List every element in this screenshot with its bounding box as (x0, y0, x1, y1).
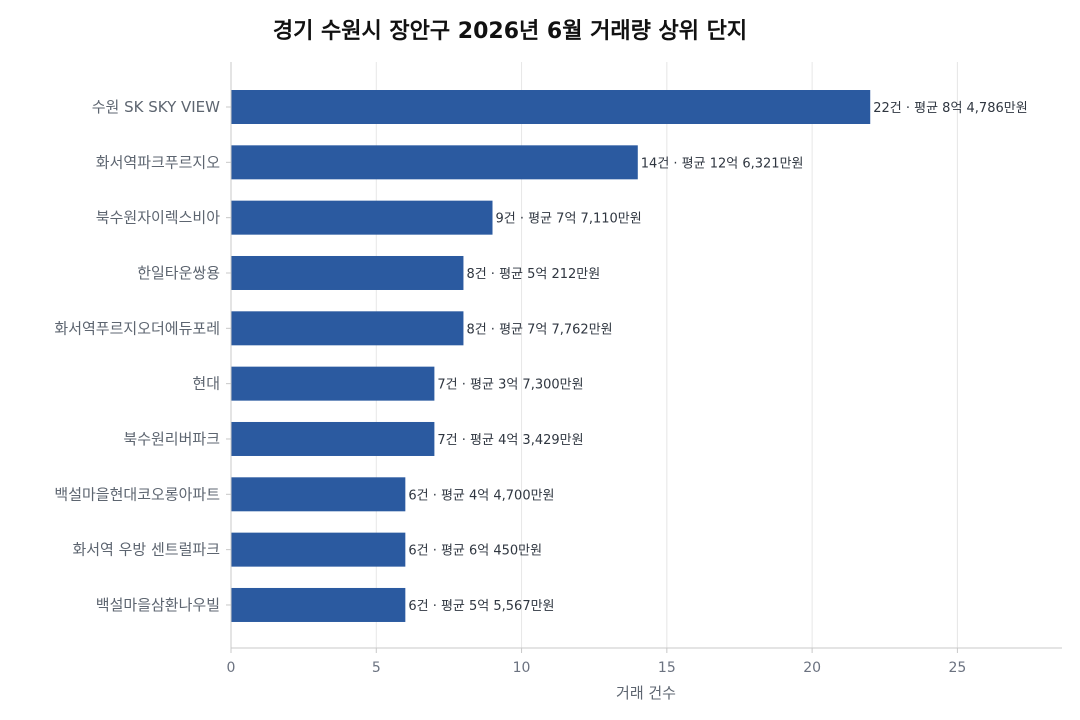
data-label: 14건 · 평균 12억 6,321만원 (641, 156, 804, 171)
x-tick-label: 10 (513, 660, 531, 676)
category-label: 백설마을현대코오롱아파트 (54, 485, 220, 503)
x-tick-label: 5 (372, 660, 381, 676)
bar (231, 532, 406, 567)
data-label: 7건 · 평균 3억 7,300만원 (437, 378, 583, 393)
category-label: 화서역 우방 센트럴파크 (72, 541, 220, 559)
x-tick-label: 15 (658, 660, 676, 676)
bar (231, 145, 638, 180)
category-label: 수원 SK SKY VIEW (92, 98, 220, 116)
chart-title: 경기 수원시 장안구 2026년 6월 거래량 상위 단지 (273, 19, 747, 44)
category-label: 북수원리버파크 (123, 430, 220, 448)
data-label: 8건 · 평균 5억 212만원 (466, 267, 600, 282)
x-tick-label: 20 (803, 660, 821, 676)
x-tick-labels: 0 5 10 15 20 25 (227, 660, 967, 676)
data-label: 7건 · 평균 4억 3,429만원 (437, 433, 583, 448)
bar (231, 366, 435, 401)
category-label: 백설마을삼환나우빌 (96, 596, 220, 614)
bar (231, 421, 435, 456)
category-label: 화서역푸르지오더에듀포레 (54, 319, 220, 337)
bar (231, 311, 464, 346)
bar (231, 255, 464, 290)
category-labels: 수원 SK SKY VIEW 화서역파크푸르지오북수원자이렉스비아한일타운쌍용화서… (54, 98, 220, 614)
bar (231, 90, 871, 124)
data-labels: 22건 · 평균 8억 4,786만원 14건 · 평균 12억 6,321만원 9… (408, 101, 1027, 614)
data-label: 6건 · 평균 5억 5,567만원 (408, 599, 554, 614)
x-tick-label: 0 (227, 660, 236, 676)
bar (231, 477, 406, 512)
data-label: 9건 · 평균 7억 7,110만원 (496, 212, 642, 227)
category-label: 현대 (192, 375, 220, 393)
data-label: 8건 · 평균 7억 7,762만원 (466, 322, 612, 337)
data-label: 22건 · 평균 8억 4,786만원 (873, 101, 1027, 116)
x-axis-label: 거래 건수 (616, 684, 676, 702)
bars (231, 90, 871, 622)
x-tick-label: 25 (948, 660, 966, 676)
category-label: 북수원자이렉스비아 (96, 209, 220, 227)
bar (231, 200, 493, 235)
data-label: 6건 · 평균 4억 4,700만원 (408, 488, 554, 503)
bar (231, 587, 406, 622)
data-label: 6건 · 평균 6억 450만원 (408, 544, 542, 559)
category-label: 한일타운쌍용 (137, 264, 220, 282)
axes (226, 62, 1062, 653)
category-label: 화서역파크푸르지오 (96, 153, 220, 171)
